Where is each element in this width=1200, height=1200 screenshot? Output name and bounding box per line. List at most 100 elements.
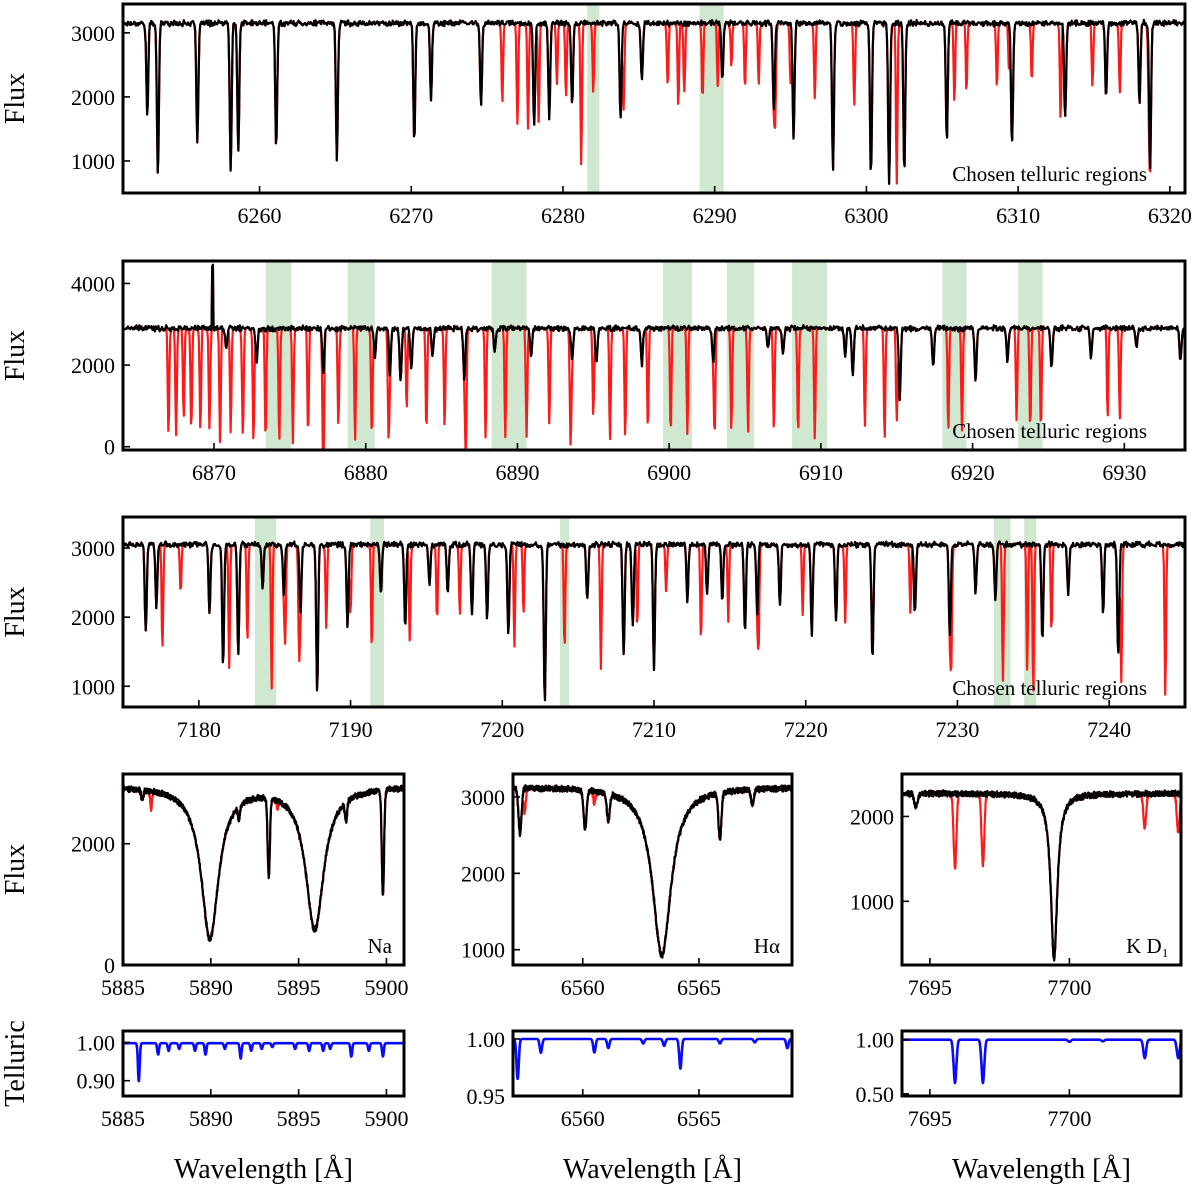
telluric-region <box>587 4 600 193</box>
y-tick-label: 2000 <box>461 861 505 886</box>
panel-p5: 6560 6565 1000 2000 3000 Hα <box>461 772 794 1000</box>
y-tick-label: 4000 <box>71 271 115 296</box>
x-tick-label: 6560 <box>561 975 605 1000</box>
y-tick-label: 2000 <box>71 832 115 857</box>
y-tick-label: 1000 <box>850 889 894 914</box>
y-tick-label: 0.95 <box>467 1084 506 1109</box>
panel-p3: 7180 7190 7200 7210 7220 7230 7240 1000 2000 3000… <box>0 515 1187 742</box>
panel-t1: 5885 5890 5895 5900 0.90 1.00 Telluric Waveleng… <box>0 1020 408 1185</box>
x-tick-label: 6565 <box>677 975 721 1000</box>
uncorrected-spectrum-line <box>513 784 792 959</box>
corrected-spectrum-line <box>123 784 404 942</box>
x-tick-label: 7695 <box>908 1106 952 1131</box>
x-tick-label: 6270 <box>389 203 433 228</box>
plot-frame <box>900 1029 1183 1098</box>
y-tick-label: 0.90 <box>77 1069 116 1094</box>
corrected-spectrum-line <box>123 18 1185 185</box>
x-tick-label: 6320 <box>1148 203 1192 228</box>
telluric-transmission-line <box>902 1038 1181 1085</box>
telluric-transmission-line <box>123 1041 404 1083</box>
y-tick-label: 0.50 <box>856 1082 895 1107</box>
x-tick-label: 6280 <box>541 203 585 228</box>
x-tick-label: 7230 <box>935 717 979 742</box>
y-axis-label: Flux <box>0 330 31 381</box>
x-tick-label: 5895 <box>277 975 321 1000</box>
y-tick-label: 3000 <box>71 536 115 561</box>
x-tick-label: 6560 <box>561 1106 605 1131</box>
x-tick-label: 7695 <box>908 975 952 1000</box>
y-axis-label: Flux <box>0 586 31 637</box>
corrected-spectrum-line <box>123 263 1185 402</box>
panel-p4: 5885 5890 5895 5900 0 2000 Na Flux <box>0 772 408 1000</box>
y-tick-label: 1.00 <box>77 1030 116 1055</box>
y-tick-label: 3000 <box>71 21 115 46</box>
y-tick-label: 1000 <box>461 938 505 963</box>
chosen-regions-label: Chosen telluric regions <box>952 162 1147 186</box>
corrected-spectrum-line <box>902 789 1181 962</box>
uncorrected-spectrum-line <box>123 784 404 942</box>
plot-frame <box>121 772 406 967</box>
y-tick-label: 2000 <box>71 605 115 630</box>
x-tick-label: 6890 <box>495 460 539 485</box>
panel-t2: 6560 6565 0.95 1.00 Wavelength [Å] <box>467 1027 794 1185</box>
y-axis-label: Flux <box>0 844 31 895</box>
x-tick-label: 6900 <box>647 460 691 485</box>
x-tick-label: 5900 <box>364 1106 408 1131</box>
x-tick-label: 6880 <box>344 460 388 485</box>
x-tick-label: 6870 <box>192 460 236 485</box>
panel-p6: 7695 7700 1000 2000 K D₁ <box>850 772 1183 1000</box>
x-tick-label: 5885 <box>101 1106 145 1131</box>
plot-frame <box>121 1029 406 1098</box>
x-tick-label: 7200 <box>480 717 524 742</box>
x-tick-label: 6310 <box>996 203 1040 228</box>
x-axis-label: Wavelength [Å] <box>952 1154 1131 1185</box>
x-tick-label: 5900 <box>364 975 408 1000</box>
x-axis-label: Wavelength [Å] <box>174 1154 353 1185</box>
y-tick-label: 2000 <box>71 85 115 110</box>
x-tick-label: 5895 <box>277 1106 321 1131</box>
x-tick-label: 6300 <box>844 203 888 228</box>
telluric-transmission-line <box>513 1037 792 1081</box>
chosen-regions-label: Chosen telluric regions <box>952 676 1147 700</box>
x-tick-label: 6260 <box>238 203 282 228</box>
x-tick-label: 6565 <box>677 1106 721 1131</box>
x-tick-label: 6910 <box>799 460 843 485</box>
x-axis-label: Wavelength [Å] <box>563 1154 742 1185</box>
line-label: Na <box>368 934 393 958</box>
corrected-spectrum-line <box>513 784 792 959</box>
y-tick-label: 2000 <box>850 804 894 829</box>
y-tick-label: 0 <box>104 435 115 460</box>
telluric-region <box>491 261 527 450</box>
y-axis-label: Flux <box>0 73 31 124</box>
x-tick-label: 6290 <box>693 203 737 228</box>
x-tick-label: 7210 <box>632 717 676 742</box>
chosen-regions-label: Chosen telluric regions <box>952 419 1147 443</box>
panel-p1: 6260 6270 6280 6290 6300 6310 6320 1000 2000 3000… <box>0 2 1192 228</box>
x-tick-label: 6920 <box>951 460 995 485</box>
uncorrected-spectrum-line <box>123 18 1185 185</box>
x-tick-label: 6930 <box>1102 460 1146 485</box>
x-tick-label: 7180 <box>177 717 221 742</box>
plot-frame <box>121 259 1187 452</box>
y-axis-label: Telluric <box>0 1020 31 1107</box>
x-tick-label: 7700 <box>1047 975 1091 1000</box>
y-tick-label: 3000 <box>461 785 505 810</box>
x-tick-label: 5890 <box>189 1106 233 1131</box>
x-tick-label: 7220 <box>784 717 828 742</box>
x-tick-label: 5885 <box>101 975 145 1000</box>
panel-t3: 7695 7700 0.50 1.00 Wavelength [Å] <box>856 1028 1183 1185</box>
y-tick-label: 1.00 <box>856 1028 895 1053</box>
x-tick-label: 7700 <box>1047 1106 1091 1131</box>
y-tick-label: 0 <box>104 953 115 978</box>
x-tick-label: 5890 <box>189 975 233 1000</box>
line-label: K D₁ <box>1126 934 1169 958</box>
x-tick-label: 7190 <box>329 717 373 742</box>
plot-frame <box>511 1029 794 1098</box>
line-label: Hα <box>754 934 780 958</box>
y-tick-label: 1000 <box>71 149 115 174</box>
y-tick-label: 1.00 <box>467 1027 506 1052</box>
y-tick-label: 2000 <box>71 353 115 378</box>
plot-frame <box>121 2 1187 195</box>
panel-p2: 6870 6880 6890 6900 6910 6920 6930 0 2000 4000 Cho… <box>0 259 1187 485</box>
